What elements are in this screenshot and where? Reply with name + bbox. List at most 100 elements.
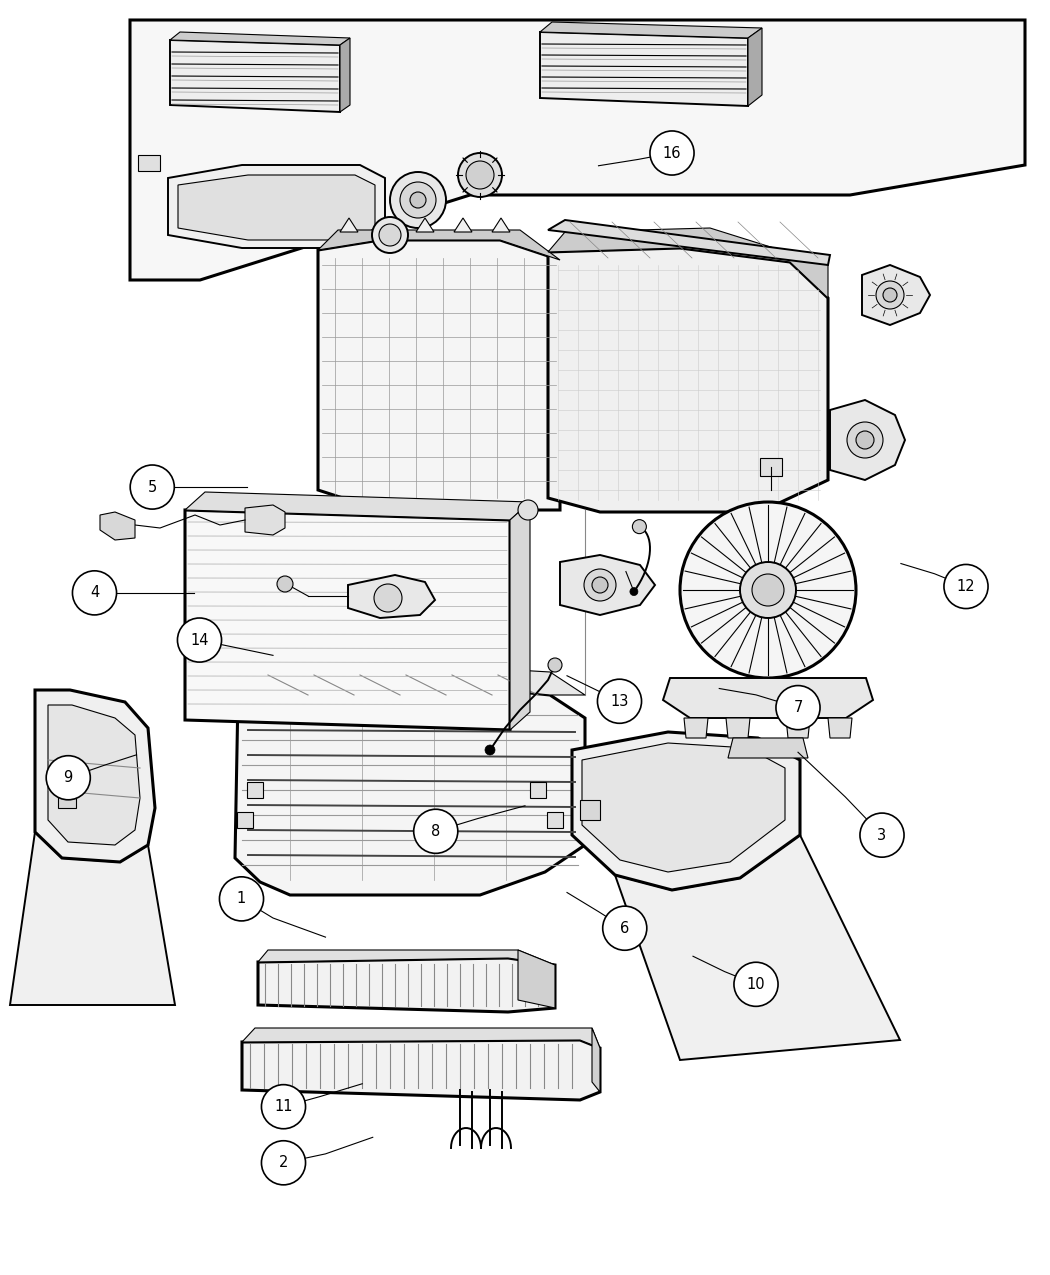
Polygon shape [10, 833, 175, 1005]
Text: 11: 11 [274, 1099, 293, 1114]
Circle shape [414, 810, 458, 853]
Ellipse shape [680, 502, 856, 678]
Text: 8: 8 [432, 824, 440, 839]
Polygon shape [185, 492, 530, 520]
Polygon shape [170, 32, 350, 45]
Text: 2: 2 [279, 1155, 288, 1170]
Polygon shape [416, 218, 434, 232]
Circle shape [130, 465, 174, 509]
Circle shape [390, 172, 446, 228]
Circle shape [876, 280, 904, 309]
Polygon shape [48, 705, 140, 845]
Polygon shape [684, 718, 708, 738]
Circle shape [277, 576, 293, 592]
Text: 13: 13 [610, 694, 629, 709]
Polygon shape [862, 265, 930, 325]
Polygon shape [582, 743, 785, 872]
Text: 9: 9 [64, 770, 72, 785]
Circle shape [650, 131, 694, 175]
Circle shape [219, 877, 264, 921]
Polygon shape [318, 240, 560, 510]
Polygon shape [572, 732, 800, 890]
Circle shape [847, 422, 883, 458]
Polygon shape [828, 718, 852, 738]
Polygon shape [340, 218, 358, 232]
Text: 6: 6 [621, 921, 629, 936]
Circle shape [603, 907, 647, 950]
Circle shape [734, 963, 778, 1006]
Text: 10: 10 [747, 977, 765, 992]
Polygon shape [540, 22, 762, 38]
Circle shape [374, 584, 402, 612]
Text: 4: 4 [90, 585, 99, 601]
Circle shape [883, 288, 897, 302]
Polygon shape [340, 38, 350, 112]
Circle shape [485, 745, 495, 755]
FancyBboxPatch shape [247, 782, 262, 798]
Polygon shape [728, 738, 808, 759]
Circle shape [261, 1141, 306, 1184]
Text: 7: 7 [794, 700, 802, 715]
Text: 12: 12 [957, 579, 975, 594]
Circle shape [584, 569, 616, 601]
Polygon shape [238, 666, 585, 695]
Polygon shape [592, 1028, 600, 1091]
Polygon shape [726, 718, 750, 738]
FancyBboxPatch shape [237, 812, 253, 827]
Circle shape [458, 153, 502, 198]
Polygon shape [560, 555, 655, 615]
Circle shape [740, 562, 796, 618]
Circle shape [944, 565, 988, 608]
Polygon shape [100, 513, 135, 541]
Polygon shape [170, 40, 340, 112]
Circle shape [46, 756, 90, 799]
Polygon shape [318, 230, 560, 260]
Polygon shape [830, 400, 905, 479]
Polygon shape [242, 1028, 600, 1048]
Polygon shape [242, 1040, 600, 1100]
FancyBboxPatch shape [580, 799, 600, 820]
Polygon shape [540, 32, 748, 106]
Circle shape [261, 1085, 306, 1128]
Polygon shape [748, 28, 762, 106]
Circle shape [860, 813, 904, 857]
Polygon shape [178, 175, 375, 240]
Circle shape [518, 500, 538, 520]
Polygon shape [35, 690, 155, 862]
Polygon shape [185, 510, 510, 731]
Polygon shape [245, 505, 285, 536]
Polygon shape [454, 218, 473, 232]
FancyBboxPatch shape [760, 458, 782, 476]
FancyBboxPatch shape [138, 156, 160, 171]
FancyBboxPatch shape [530, 782, 546, 798]
Polygon shape [348, 575, 435, 618]
Circle shape [630, 588, 638, 595]
Circle shape [372, 217, 408, 252]
Text: 16: 16 [663, 145, 681, 161]
Polygon shape [663, 678, 873, 718]
Circle shape [548, 658, 562, 672]
Circle shape [72, 571, 117, 615]
Polygon shape [548, 228, 828, 298]
Circle shape [379, 224, 401, 246]
Polygon shape [518, 950, 555, 1009]
Polygon shape [258, 950, 555, 965]
Polygon shape [492, 218, 510, 232]
Polygon shape [548, 221, 830, 265]
Polygon shape [258, 958, 555, 1012]
Polygon shape [510, 502, 530, 731]
Polygon shape [168, 164, 385, 249]
Polygon shape [548, 249, 828, 513]
Circle shape [592, 578, 608, 593]
Circle shape [177, 618, 222, 662]
Text: 5: 5 [148, 479, 156, 495]
Circle shape [776, 686, 820, 729]
Text: 14: 14 [190, 632, 209, 648]
Polygon shape [378, 218, 396, 232]
Polygon shape [615, 835, 900, 1060]
Polygon shape [235, 682, 585, 895]
Circle shape [632, 520, 647, 534]
Circle shape [410, 193, 426, 208]
FancyBboxPatch shape [547, 812, 563, 827]
Polygon shape [130, 20, 1025, 280]
